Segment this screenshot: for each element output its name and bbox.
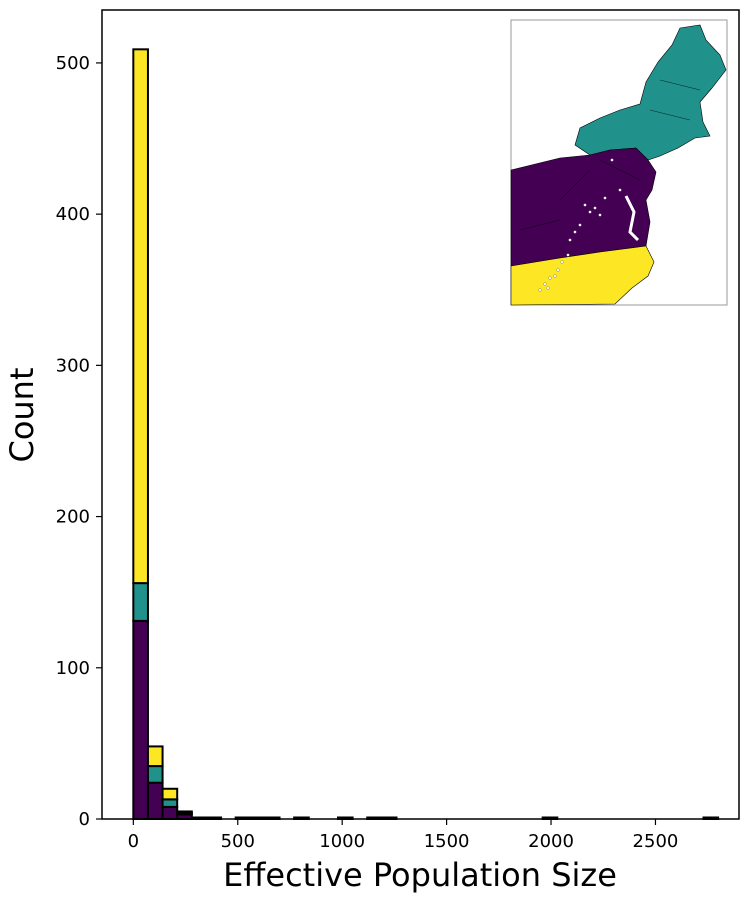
- histogram-bar: [161, 805, 179, 821]
- histogram-bar: [161, 787, 179, 801]
- inset-region-map: [510, 19, 728, 306]
- x-axis-label: Effective Population Size: [223, 856, 617, 894]
- y-tick-label: 100: [56, 658, 90, 679]
- histogram-bar: [132, 619, 149, 820]
- x-tick-label: 500: [221, 831, 255, 852]
- y-tick-label: 200: [56, 507, 90, 528]
- histogram-bar: [146, 745, 164, 768]
- bay-water-shape: [624, 195, 640, 242]
- histogram-bar: [146, 781, 164, 821]
- state-border-lines: [519, 79, 701, 231]
- histogram-bar: [132, 48, 149, 585]
- y-tick-label: 500: [56, 53, 90, 74]
- histogram-bar: [132, 582, 149, 622]
- x-tick-label: 0: [128, 831, 139, 852]
- histogram-bar: [146, 765, 164, 784]
- y-tick-label: 0: [79, 809, 90, 830]
- y-tick-label: 400: [56, 204, 90, 225]
- sample-points: [538, 158, 622, 292]
- bars-group: [132, 48, 720, 821]
- x-tick-label: 1000: [319, 831, 365, 852]
- map-region-south: [510, 245, 655, 306]
- histogram-bar: [176, 810, 193, 814]
- x-tick-label: 2500: [633, 831, 679, 852]
- histogram-bar: [161, 798, 179, 808]
- plot-frame: [101, 9, 740, 820]
- x-tick-label: 2000: [528, 831, 574, 852]
- ticks-group: 0 500 1000 1500 2000 2500 0 100 200 300 400 500: [56, 53, 679, 852]
- x-tick-label: 1500: [424, 831, 470, 852]
- y-axis-label: Count: [3, 367, 41, 462]
- y-tick-label: 300: [56, 355, 90, 376]
